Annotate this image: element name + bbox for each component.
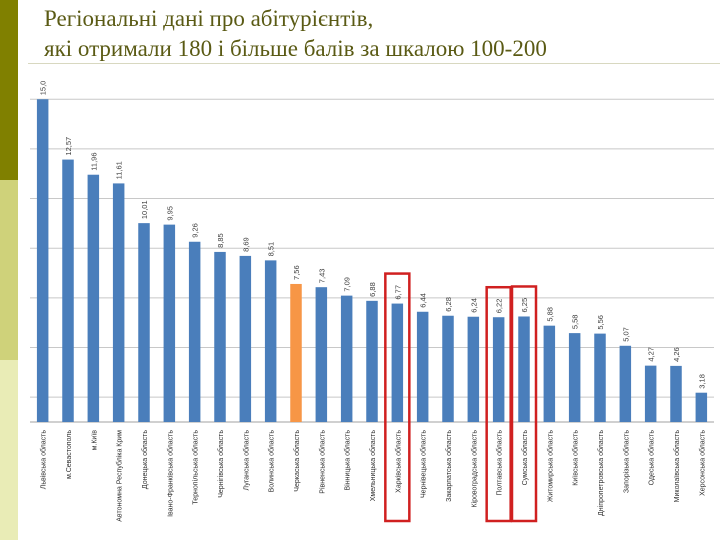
data-label: 8,85: [216, 233, 225, 248]
category-label: Волинська область: [268, 430, 276, 493]
bar: [442, 315, 454, 422]
data-label: 8,69: [241, 237, 250, 252]
category-label: Дніпропетровська область: [597, 430, 605, 516]
data-label: 7,09: [343, 277, 352, 292]
bar: [62, 159, 74, 422]
bar: [36, 99, 49, 422]
data-label: 10,01: [140, 200, 149, 219]
category-label: Харківська область: [394, 430, 402, 493]
title-line-1: Регіональні дані про абітурієнтів,: [44, 6, 374, 31]
data-label: 4,27: [647, 347, 656, 362]
category-label: Чернігівська область: [217, 430, 225, 498]
bar: [239, 255, 252, 422]
data-label: 5,07: [621, 327, 630, 342]
bar: [315, 287, 328, 422]
bar: [290, 283, 302, 422]
category-label: Сумська область: [521, 430, 529, 486]
category-label: Житомирська область: [546, 430, 554, 502]
highlight-box: [485, 285, 512, 523]
category-label: Івано-Франківська область: [166, 430, 174, 517]
bar: [543, 325, 556, 422]
bar: [467, 316, 480, 422]
bar: [492, 317, 505, 422]
accent-segment-light: [0, 360, 18, 540]
data-label: 15,0: [39, 81, 48, 96]
highlight-box: [384, 272, 411, 523]
data-label: 4,26: [672, 347, 681, 362]
category-label: Запорізька область: [622, 430, 630, 493]
data-label: 5,88: [545, 307, 554, 322]
category-label: Вінницька область: [344, 430, 352, 491]
left-accent-bar: [0, 0, 18, 540]
bar: [112, 183, 125, 422]
bar: [391, 303, 404, 422]
category-label: Чернівецька область: [420, 430, 428, 498]
bar: [619, 345, 632, 422]
bar: [340, 295, 353, 422]
data-label: 11,61: [115, 161, 124, 179]
category-label: Львівська область: [40, 430, 48, 490]
title-line-2: які отримали 180 і більше балів за шкало…: [44, 36, 547, 61]
category-label: Луганська область: [242, 430, 250, 491]
category-label: Рівненська область: [318, 430, 326, 494]
data-label: 6,22: [495, 299, 504, 314]
bar: [670, 365, 682, 422]
data-label: 5,58: [571, 315, 580, 330]
bar: [163, 224, 176, 422]
bar: [594, 333, 606, 422]
category-label: Донецька область: [141, 430, 149, 489]
category-label: Миколаївська область: [673, 430, 681, 503]
category-label: Хмельницька область: [369, 430, 377, 502]
category-label: Київська область: [572, 430, 580, 486]
bar: [87, 174, 100, 422]
data-label: 11,96: [89, 152, 98, 170]
data-label: 6,28: [444, 297, 453, 312]
bar: [518, 316, 530, 422]
data-label: 6,25: [520, 298, 529, 313]
category-label: Кіровоградська область: [470, 430, 478, 508]
bar: [644, 365, 657, 422]
bar: [416, 311, 429, 422]
bar: [188, 241, 201, 422]
bar: [568, 333, 581, 422]
bar: [695, 392, 708, 422]
data-label: 6,77: [393, 285, 402, 300]
highlight-box: [510, 285, 538, 523]
bar: [138, 223, 150, 422]
category-label: Полтавська область: [496, 430, 504, 496]
category-label: Автономна Республіка Крим: [116, 430, 124, 522]
category-label: Черкаська область: [293, 430, 301, 492]
accent-segment-dark: [0, 0, 18, 180]
category-label: Одеська область: [648, 430, 656, 486]
data-label: 8,51: [267, 242, 276, 257]
data-label: 9,95: [165, 206, 174, 221]
category-label: Закарпатська область: [445, 430, 453, 502]
slide-title: Регіональні дані про абітурієнтів, які о…: [44, 4, 714, 64]
bar: [366, 300, 378, 422]
bar: [264, 260, 277, 422]
data-label: 3,18: [697, 374, 706, 389]
category-label: м.Київ: [91, 430, 98, 451]
data-label: 6,44: [419, 293, 428, 308]
title-divider: [28, 63, 720, 64]
data-label: 6,24: [469, 298, 478, 313]
accent-segment-medium: [0, 180, 18, 360]
data-label: 6,88: [368, 282, 377, 297]
data-label: 5,56: [596, 315, 605, 330]
category-label: Херсонська область: [698, 430, 706, 496]
bar: [214, 251, 226, 422]
data-label: 7,56: [292, 265, 301, 280]
data-label: 7,43: [317, 269, 326, 284]
data-label: 12,57: [64, 137, 73, 156]
category-label: Тернопільська область: [192, 430, 200, 505]
category-label: м.Севастополь: [66, 430, 73, 479]
data-label: 9,26: [191, 223, 200, 238]
